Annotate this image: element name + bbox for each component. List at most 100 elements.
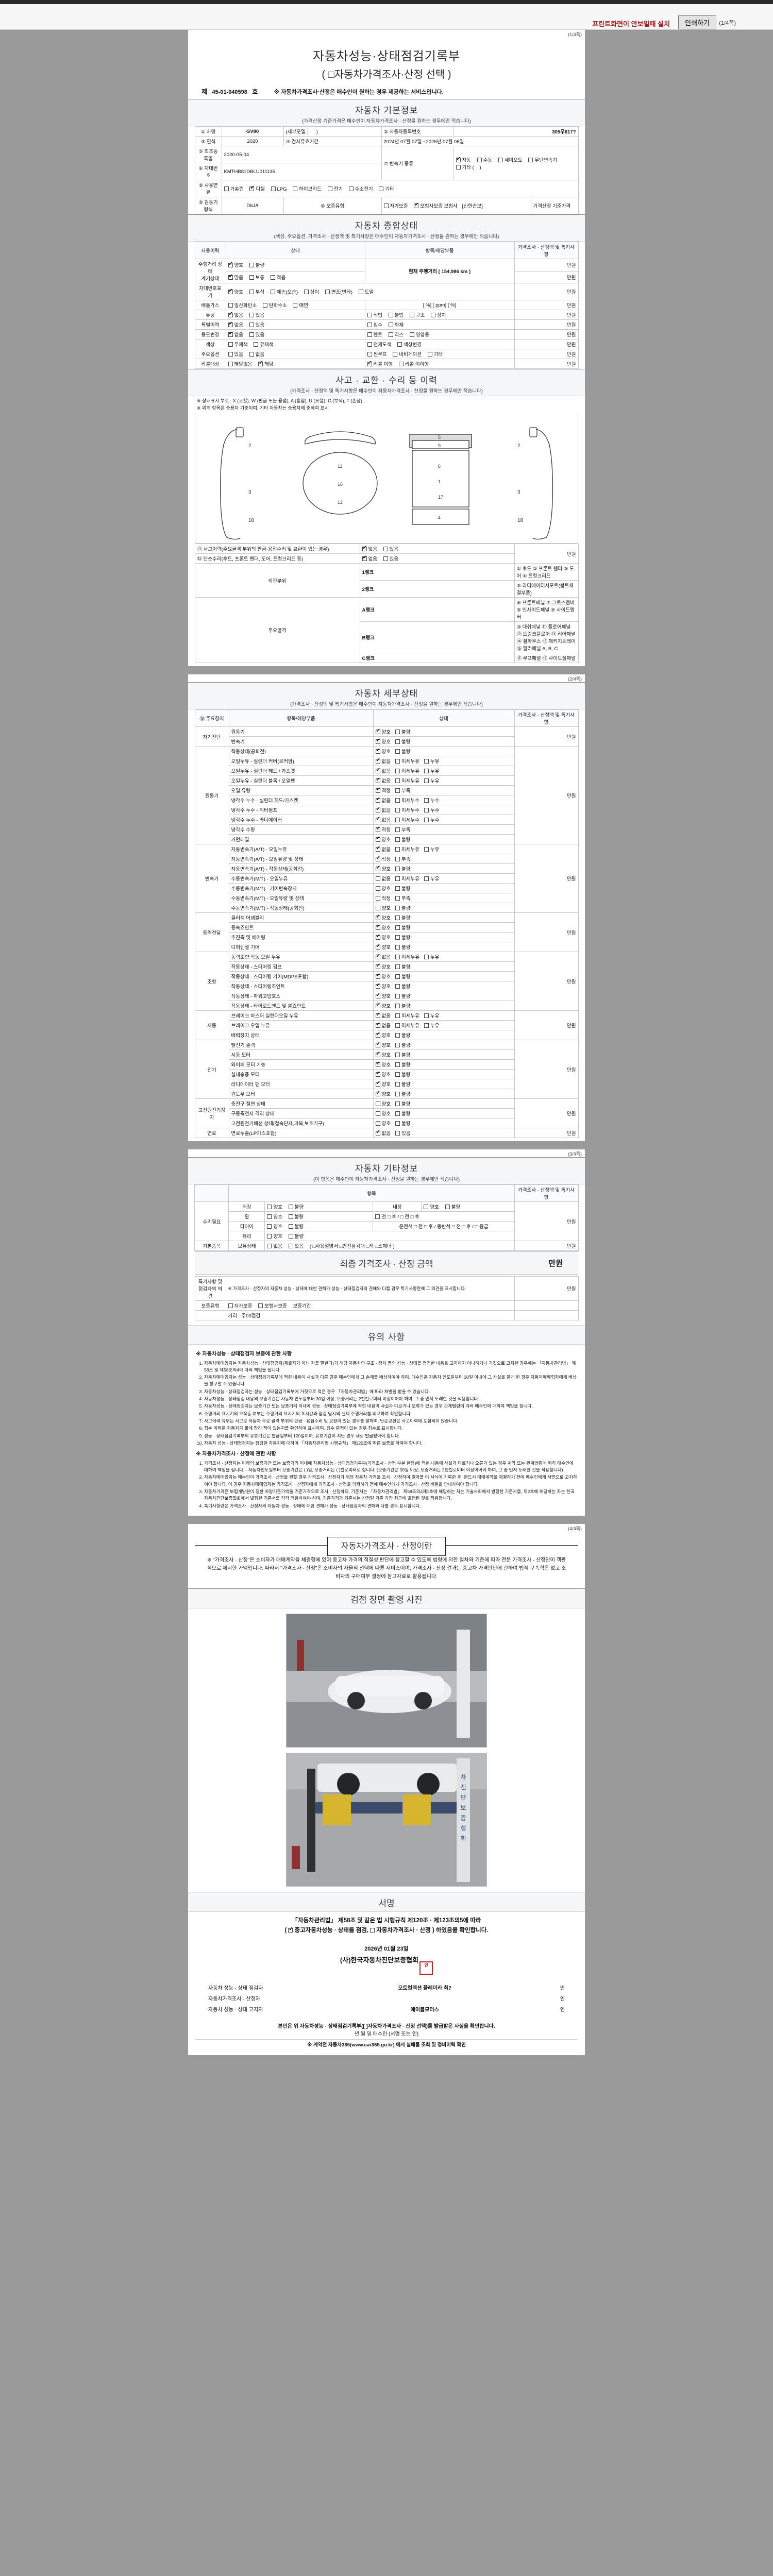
checkbox-trans-other[interactable]: 기타 ( ) [456, 163, 481, 171]
checkbox-7-1-0[interactable]: 양호 [375, 1110, 391, 1117]
checkbox-recall-done[interactable]: 리콜 이행 [367, 360, 393, 367]
checkbox-6-1-1[interactable]: 불량 [395, 1051, 410, 1058]
checkbox-mileage-bad[interactable]: 불량 [249, 261, 264, 268]
checkbox-tuning-yes[interactable]: 있음 [249, 311, 264, 318]
checkbox-5-2-1[interactable]: 불량 [395, 1031, 410, 1039]
checkbox-1-3-0[interactable]: 없음 [375, 777, 391, 784]
checkbox-warr-self-2[interactable]: 자가보증 [228, 1302, 252, 1309]
checkbox-5-0-0[interactable]: 없음 [375, 1012, 391, 1019]
checkbox-2-2-1[interactable]: 불량 [395, 865, 410, 872]
checkbox-6-0-0[interactable]: 양호 [375, 1041, 391, 1048]
checkbox-lease[interactable]: 리스 [388, 331, 404, 338]
checkbox-4-1-1[interactable]: 불량 [395, 963, 410, 970]
checkbox-2-5-1[interactable]: 부족 [395, 894, 410, 902]
checkbox-2-1-1[interactable]: 부족 [395, 855, 410, 862]
checkbox-1-6-1[interactable]: 미세누수 [395, 806, 419, 814]
checkbox-0-1-1[interactable]: 불량 [395, 738, 410, 745]
checkbox-4-0-0[interactable]: 없음 [375, 953, 391, 960]
checkbox-simple-yes[interactable]: 있음 [383, 555, 398, 562]
checkbox-8-0-0[interactable]: 없음 [375, 1129, 391, 1137]
checkbox-full-repaint[interactable]: 전체도색 [367, 341, 391, 348]
checkbox-trans-semiauto[interactable]: 세미오토 [498, 156, 523, 163]
checkbox-1-8-1[interactable]: 부족 [395, 826, 410, 833]
checkbox-tuning-legal[interactable]: 적법 [367, 311, 382, 318]
checkbox-1-5-0[interactable]: 없음 [375, 796, 391, 804]
checkbox-1-5-1[interactable]: 미세누수 [395, 796, 419, 804]
checkbox-trans-auto[interactable]: 자동 [456, 156, 471, 163]
checkbox-ext-good[interactable]: 양호 [267, 1203, 282, 1210]
checkbox-color-chromatic[interactable]: 유채색 [254, 341, 274, 348]
checkbox-2-3-1[interactable]: 미세누유 [395, 875, 419, 882]
checkbox-2-5-0[interactable]: 적정 [375, 894, 391, 902]
checkbox-6-2-0[interactable]: 양호 [375, 1061, 391, 1068]
checkbox-3-3-1[interactable]: 불량 [395, 943, 410, 951]
checkbox-1-1-2[interactable]: 누유 [424, 757, 439, 765]
checkbox-6-1-0[interactable]: 양호 [375, 1051, 391, 1058]
checkbox-4-3-1[interactable]: 불량 [395, 982, 410, 990]
checkbox-hold-yes[interactable]: 있음 [288, 1242, 304, 1249]
checkbox-wheel-good[interactable]: 양호 [267, 1213, 282, 1220]
checkbox-3-1-0[interactable]: 양호 [375, 924, 391, 931]
checkbox-int-good[interactable]: 양호 [424, 1203, 439, 1210]
checkbox-vin-good[interactable]: 양호 [228, 288, 243, 295]
checkbox-wheel-bad[interactable]: 불량 [288, 1213, 304, 1220]
checkbox-fuel-lpg[interactable]: LPG [271, 187, 287, 192]
checkbox-vin-alter[interactable]: 변조(변타) [325, 288, 352, 295]
checkbox-0-0-1[interactable]: 불량 [395, 728, 410, 735]
checkbox-2-6-1[interactable]: 불량 [395, 904, 410, 911]
checkbox-4-5-1[interactable]: 불량 [395, 1002, 410, 1009]
checkbox-4-5-0[interactable]: 양호 [375, 1002, 391, 1009]
checkbox-2-2-0[interactable]: 양호 [375, 865, 391, 872]
checkbox-1-3-2[interactable]: 누유 [424, 777, 439, 784]
checkbox-ext-bad[interactable]: 불량 [288, 1203, 304, 1210]
checkbox-2-0-0[interactable]: 없음 [375, 845, 391, 853]
checkbox-navigation[interactable]: 네비게이션 [393, 350, 422, 358]
checkbox-color-change[interactable]: 색상변경 [397, 341, 422, 348]
checkbox-fuel-hydrogen[interactable]: 수소전기 [348, 185, 373, 192]
checkbox-co[interactable]: 일산화탄소 [228, 301, 257, 309]
checkbox-sunroof[interactable]: 썬루프 [367, 350, 387, 358]
checkbox-tuning-illegal[interactable]: 불법 [388, 311, 404, 318]
checkbox-5-1-0[interactable]: 없음 [375, 1022, 391, 1029]
checkbox-5-1-2[interactable]: 누유 [424, 1022, 439, 1029]
checkbox-4-0-2[interactable]: 누유 [424, 953, 439, 960]
checkbox-3-1-1[interactable]: 불량 [395, 924, 410, 931]
checkbox-option-yes[interactable]: 있음 [228, 350, 243, 358]
checkbox-color-achromatic[interactable]: 무채색 [228, 341, 248, 348]
checkbox-rent[interactable]: 렌트 [367, 331, 382, 338]
checkbox-1-5-2[interactable]: 누수 [424, 796, 439, 804]
checkbox-1-0-0[interactable]: 양호 [375, 748, 391, 755]
checkbox-5-0-2[interactable]: 누유 [424, 1012, 439, 1019]
checkbox-glass-good[interactable]: 양호 [267, 1232, 282, 1240]
checkbox-4-4-1[interactable]: 불량 [395, 992, 410, 999]
checkbox-7-2-0[interactable]: 양호 [375, 1120, 391, 1127]
checkbox-fuel-electric[interactable]: 전기 [327, 185, 343, 192]
checkbox-6-3-0[interactable]: 양호 [375, 1071, 391, 1078]
checkbox-2-3-0[interactable]: 없음 [375, 875, 391, 882]
checkbox-warr-insurer-2[interactable]: 보험사보증 [258, 1302, 287, 1309]
checkbox-1-6-0[interactable]: 없음 [375, 806, 391, 814]
checkbox-hold-none[interactable]: 없음 [267, 1242, 282, 1249]
checkbox-vin-diff[interactable]: 상이 [304, 288, 319, 295]
checkbox-1-2-0[interactable]: 없음 [375, 767, 391, 774]
checkbox-hc[interactable]: 탄화수소 [262, 301, 287, 309]
checkbox-2-4-1[interactable]: 불량 [395, 885, 410, 892]
checkbox-5-2-0[interactable]: 양호 [375, 1031, 391, 1039]
checkbox-tire-good[interactable]: 양호 [267, 1223, 282, 1230]
checkbox-7-0-0[interactable]: 양호 [375, 1100, 391, 1107]
checkbox-special-yes[interactable]: 있음 [249, 321, 264, 328]
checkbox-4-2-1[interactable]: 불량 [395, 973, 410, 980]
checkbox-6-5-1[interactable]: 불량 [395, 1090, 410, 1097]
checkbox-tuning-device[interactable]: 장치 [430, 311, 446, 318]
checkbox-2-1-0[interactable]: 적정 [375, 855, 391, 862]
checkbox-1-7-0[interactable]: 없음 [375, 816, 391, 823]
checkbox-1-3-1[interactable]: 미세누유 [395, 777, 419, 784]
checkbox-8-0-1[interactable]: 있음 [395, 1129, 410, 1137]
checkbox-int-bad[interactable]: 불량 [445, 1203, 460, 1210]
checkbox-usechange-none[interactable]: 없음 [228, 331, 243, 338]
checkbox-business[interactable]: 영업용 [409, 331, 429, 338]
checkbox-trans-manual[interactable]: 수동 [477, 156, 492, 163]
checkbox-trans-cvt[interactable]: 무단변속기 [528, 156, 557, 163]
checkbox-tire-bad[interactable]: 불량 [288, 1223, 304, 1230]
checkbox-1-9-0[interactable]: 양호 [375, 836, 391, 843]
